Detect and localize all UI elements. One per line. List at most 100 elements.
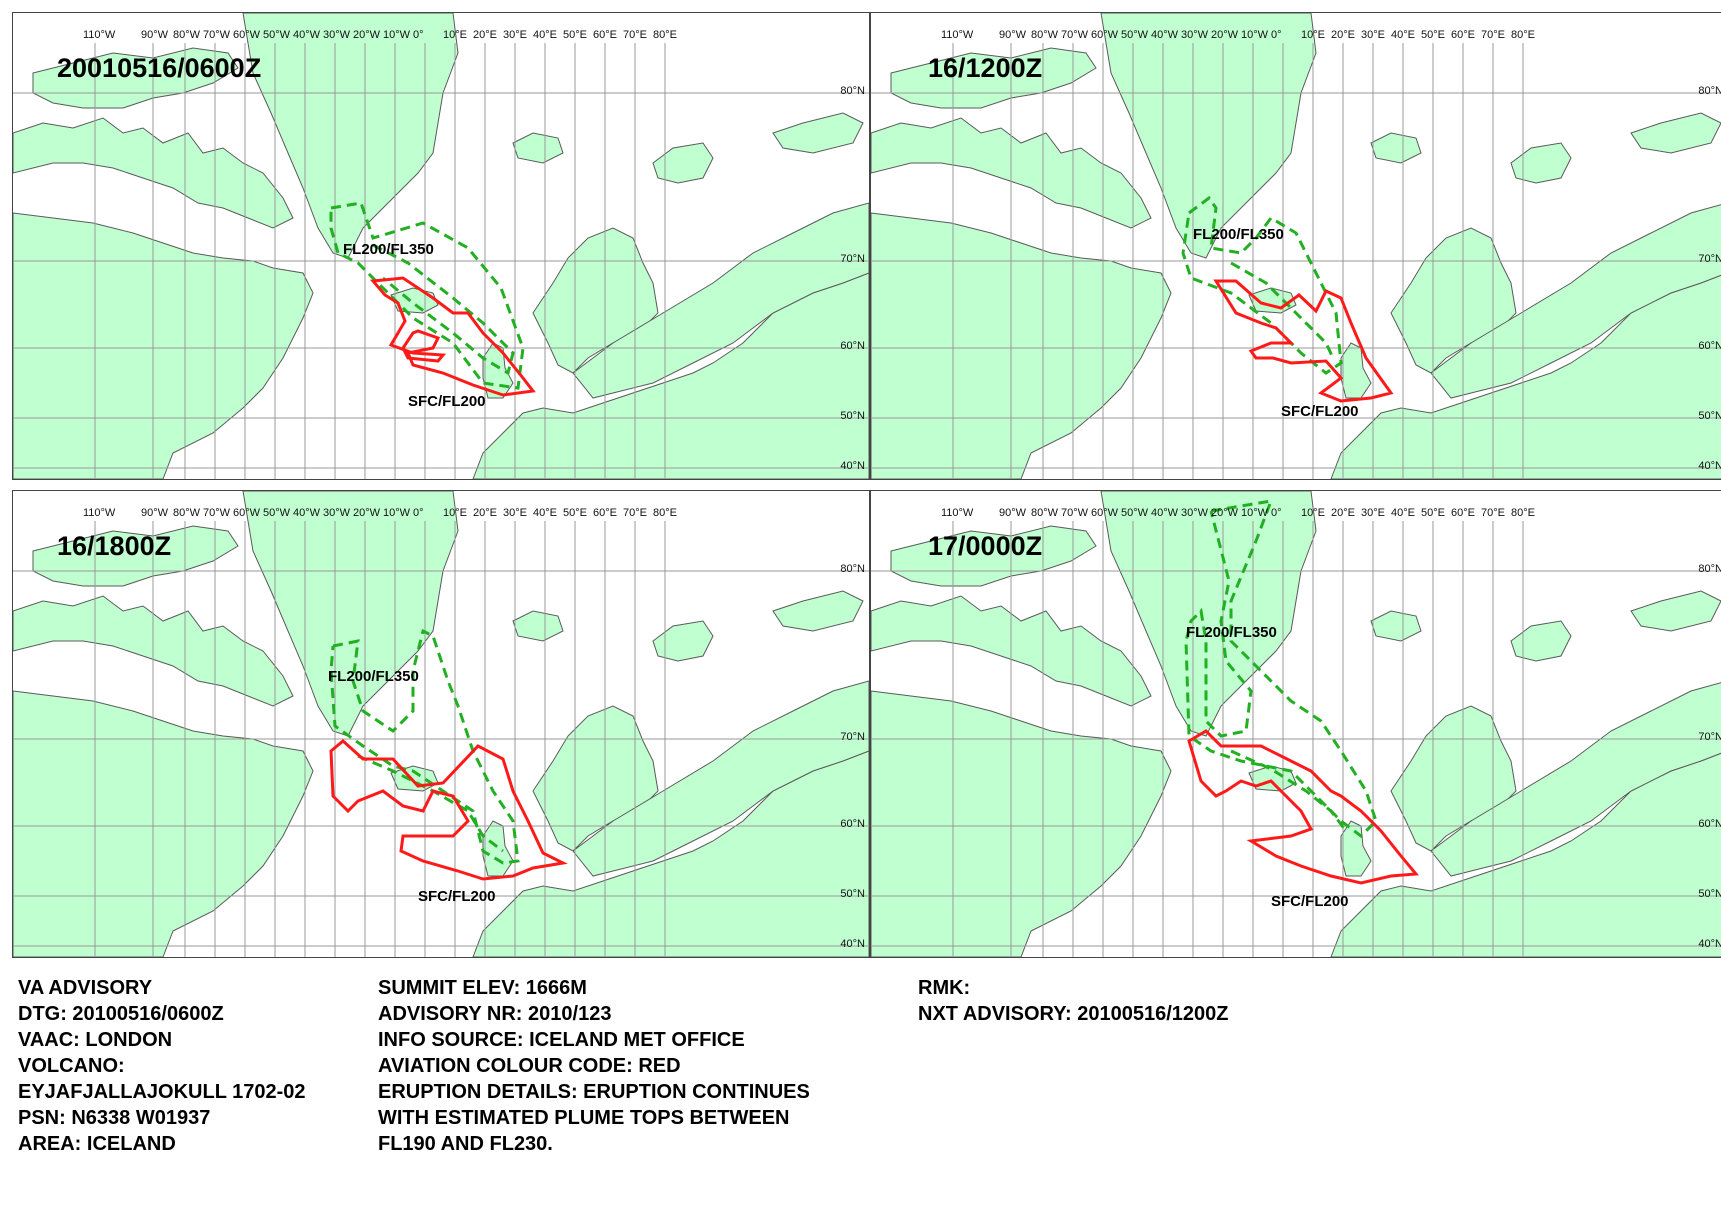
longitude-label: 0°: [1271, 29, 1282, 41]
land-mass: [1430, 682, 1721, 877]
longitude-label: 60°W: [1091, 507, 1119, 519]
longitude-label: 40°E: [533, 507, 557, 519]
fl200-fl350-plume: [1181, 195, 1343, 375]
longitude-label: 40°W: [293, 507, 321, 519]
land-mass: [652, 620, 714, 662]
latitude-label: 70°N: [840, 731, 865, 743]
map-panel-1800z: 16/1800Z FL200/FL350 SFC/FL200 110°W 90°W…: [12, 490, 870, 958]
latitude-label: 40°N: [1698, 460, 1721, 472]
longitude-label: 90°W: [999, 507, 1027, 519]
latitude-label: 40°N: [840, 460, 865, 472]
latitude-label: 60°N: [1698, 340, 1721, 352]
fl200-fl350-label: FL200/FL350: [1193, 226, 1284, 243]
basemap: [871, 491, 1721, 957]
longitude-label: 60°E: [1451, 29, 1475, 41]
longitude-label: 40°W: [293, 29, 321, 41]
fl200-fl350-plume-inner: [1230, 261, 1335, 359]
fl200-fl350-plume: [1184, 499, 1378, 838]
longitude-label: 20°E: [473, 507, 497, 519]
land-mass: [772, 112, 864, 154]
advisory-line: NXT ADVISORY: 20100516/1200Z: [918, 1003, 1229, 1025]
longitude-label: 80°E: [653, 507, 677, 519]
longitude-label: 70°W: [203, 29, 231, 41]
panel-timestamp: 16/1200Z: [928, 53, 1043, 83]
land-mass: [512, 132, 564, 164]
land-mass: [1630, 112, 1721, 154]
panel-timestamp: 20010516/0600Z: [57, 53, 262, 83]
latitude-label: 70°N: [1698, 731, 1721, 743]
latitude-label: 40°N: [1698, 938, 1721, 950]
sfc-fl200-label: SFC/FL200: [408, 393, 486, 410]
latitude-label: 40°N: [840, 938, 865, 950]
latitude-label: 50°N: [1698, 888, 1721, 900]
longitude-label: 30°E: [1361, 29, 1385, 41]
advisory-col-1: VA ADVISORY DTG: 20100516/0600Z VAAC: LO…: [18, 975, 306, 1157]
longitude-label: 80°W: [1031, 507, 1059, 519]
longitude-label: 20°W: [1211, 507, 1239, 519]
map-panel-1200z: 16/1200Z FL200/FL350 SFC/FL200 110°W 90°W…: [870, 12, 1721, 480]
advisory-line: AREA: ICELAND: [18, 1133, 176, 1155]
longitude-label: 60°W: [1091, 29, 1119, 41]
latitude-label: 80°N: [840, 85, 865, 97]
longitude-label: 20°E: [1331, 29, 1355, 41]
longitude-label: 90°W: [141, 507, 169, 519]
sfc-fl200-plume: [369, 276, 536, 397]
longitude-label: 30°E: [503, 29, 527, 41]
longitude-label: 60°E: [593, 507, 617, 519]
land-mass: [871, 690, 1172, 957]
longitude-label: 50°W: [1121, 507, 1149, 519]
fl200-fl350-plume-inner: [357, 754, 504, 853]
advisory-line: EYJAFJALLAJOKULL 1702-02: [18, 1081, 306, 1103]
longitude-label: 10°E: [443, 507, 467, 519]
advisory-line: VOLCANO:: [18, 1055, 125, 1077]
latitude-label: 50°N: [840, 410, 865, 422]
latitude-label: 60°N: [840, 340, 865, 352]
longitude-label: 20°E: [1331, 507, 1355, 519]
advisory-line: ADVISORY NR: 2010/123: [378, 1003, 612, 1025]
land-mass: [242, 13, 459, 259]
advisory-line: RMK:: [918, 977, 971, 999]
longitude-label: 20°W: [353, 507, 381, 519]
longitude-label: 0°: [1271, 507, 1282, 519]
plume-overlay: [329, 201, 536, 397]
land-mass: [1100, 13, 1317, 259]
sfc-fl200-plume: [1213, 279, 1394, 403]
longitude-label: 60°W: [233, 507, 261, 519]
longitude-label: 10°W: [1241, 29, 1269, 41]
land-mass: [1510, 620, 1572, 662]
advisory-line: INFO SOURCE: ICELAND MET OFFICE: [378, 1029, 745, 1051]
longitude-label: 0°: [413, 507, 424, 519]
fl200-fl350-label: FL200/FL350: [328, 668, 419, 685]
land-mass: [242, 491, 459, 737]
longitude-label: 10°E: [1301, 507, 1325, 519]
sfc-fl200-plume: [329, 739, 568, 881]
longitude-label: 40°E: [1391, 29, 1415, 41]
latitude-label: 60°N: [840, 818, 865, 830]
latitude-label: 80°N: [1698, 85, 1721, 97]
longitude-label: 50°W: [1121, 29, 1149, 41]
longitude-label: 10°E: [1301, 29, 1325, 41]
plume-overlay: [329, 628, 568, 881]
longitude-label: 30°W: [323, 507, 351, 519]
longitude-label: 80°W: [173, 29, 201, 41]
longitude-label: 60°W: [233, 29, 261, 41]
sfc-fl200-plume: [1187, 729, 1420, 885]
longitude-label: 70°W: [203, 507, 231, 519]
land-mass: [13, 690, 314, 957]
latitude-label: 70°N: [840, 253, 865, 265]
longitude-label: 90°W: [141, 29, 169, 41]
land-mass: [1430, 204, 1721, 399]
latitude-label: 80°N: [1698, 563, 1721, 575]
longitude-label: 50°E: [1421, 29, 1445, 41]
longitude-label: 60°E: [1451, 507, 1475, 519]
land-mass: [652, 142, 714, 184]
longitude-label: 10°W: [383, 507, 411, 519]
longitude-label: 110°W: [83, 507, 116, 519]
fl200-fl350-plume: [329, 628, 520, 865]
map-panel-0000z: 17/0000Z FL200/FL350 SFC/FL200 110°W 90°W…: [870, 490, 1721, 958]
sfc-fl200-label: SFC/FL200: [418, 888, 496, 905]
longitude-label: 50°E: [563, 507, 587, 519]
advisory-line: VA ADVISORY: [18, 977, 153, 999]
basemap: [871, 13, 1721, 479]
longitude-label: 10°W: [1241, 507, 1269, 519]
